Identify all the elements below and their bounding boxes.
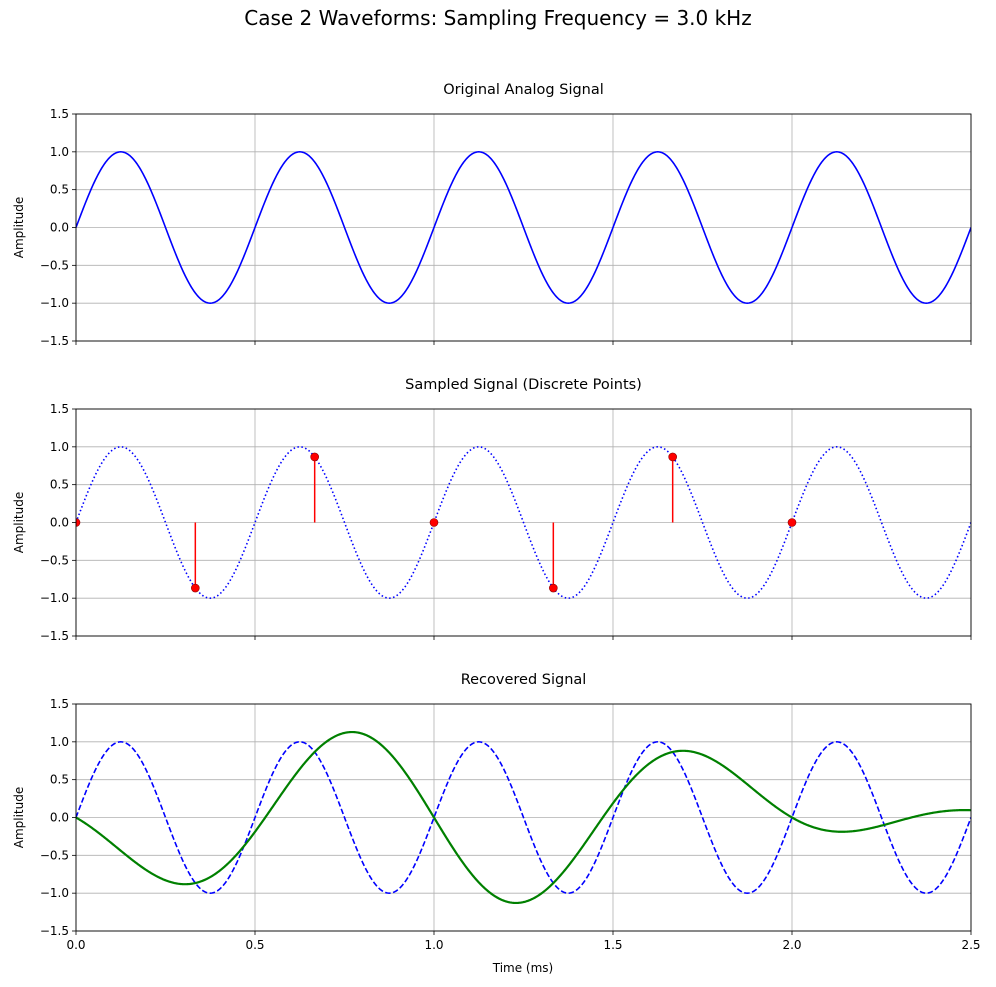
y-tick-label: −0.5 bbox=[40, 553, 69, 567]
subplot-title: Original Analog Signal bbox=[443, 82, 604, 98]
series-analog-line bbox=[76, 446, 971, 599]
y-tick-label: −1.0 bbox=[40, 591, 69, 605]
y-tick-label: −1.0 bbox=[40, 886, 69, 900]
y-tick-label: −0.5 bbox=[40, 848, 69, 862]
series-recovered-line bbox=[76, 730, 971, 905]
figure-title: Case 2 Waveforms: Sampling Frequency = 3… bbox=[244, 6, 751, 30]
x-tick-label: 2.0 bbox=[782, 938, 801, 952]
y-tick-label: −1.5 bbox=[40, 334, 69, 348]
y-tick-label: 1.0 bbox=[50, 145, 69, 159]
y-axis-label: Amplitude bbox=[12, 787, 26, 849]
x-tick-label: 0.5 bbox=[245, 938, 264, 952]
y-tick-label: 1.5 bbox=[50, 697, 69, 711]
y-tick-label: −1.5 bbox=[40, 924, 69, 938]
series-analog-line bbox=[76, 741, 971, 894]
subplot-2: 1.5 1.0 0.5 0.0 −0.5 −1.0 −1.5 Sampled Signal (… bbox=[12, 377, 972, 643]
series-analog-line bbox=[76, 151, 971, 304]
x-tick-label: 1.0 bbox=[424, 938, 443, 952]
y-tick-label: −1.5 bbox=[40, 629, 69, 643]
sample-point bbox=[668, 452, 677, 462]
y-tick-label: 0.5 bbox=[50, 183, 69, 197]
x-tick-label: 2.5 bbox=[961, 938, 980, 952]
sample-point bbox=[429, 518, 439, 527]
axes-frame bbox=[75, 408, 972, 637]
subplot-3: 0.0 0.5 1.0 1.5 2.0 2.5 1.5 1.0 0.5 0.0 −0.5 −1.0 −1… bbox=[12, 672, 981, 952]
y-tick-label: 1.5 bbox=[50, 107, 69, 121]
sample-point bbox=[787, 518, 797, 527]
y-axis-label: Amplitude bbox=[12, 492, 26, 554]
axes-frame bbox=[75, 703, 972, 932]
y-tick-label: 1.5 bbox=[50, 402, 69, 416]
x-axis-label: Time (ms) bbox=[492, 961, 554, 975]
y-tick-label: 0.0 bbox=[50, 221, 69, 235]
subplot-title: Recovered Signal bbox=[461, 672, 587, 688]
sample-point bbox=[549, 583, 558, 593]
sample-point bbox=[191, 583, 200, 593]
y-tick-label: 0.5 bbox=[50, 773, 69, 787]
sample-point bbox=[310, 452, 319, 462]
y-tick-label: 0.5 bbox=[50, 478, 69, 492]
y-axis-label: Amplitude bbox=[12, 197, 26, 259]
y-tick-label: 1.0 bbox=[50, 735, 69, 749]
y-tick-label: 0.0 bbox=[50, 811, 69, 825]
y-tick-label: −1.0 bbox=[40, 296, 69, 310]
x-tick-label: 1.5 bbox=[603, 938, 622, 952]
x-tick-label: 0.0 bbox=[66, 938, 85, 952]
subplot-1: 1.5 1.0 0.5 0.0 −0.5 −1.0 −1.5 Original Analog … bbox=[12, 82, 972, 348]
axes-frame bbox=[75, 113, 972, 342]
y-tick-label: 0.0 bbox=[50, 516, 69, 530]
subplot-title: Sampled Signal (Discrete Points) bbox=[405, 377, 642, 393]
sample-point bbox=[76, 518, 81, 527]
y-tick-label: −0.5 bbox=[40, 258, 69, 272]
y-tick-label: 1.0 bbox=[50, 440, 69, 454]
